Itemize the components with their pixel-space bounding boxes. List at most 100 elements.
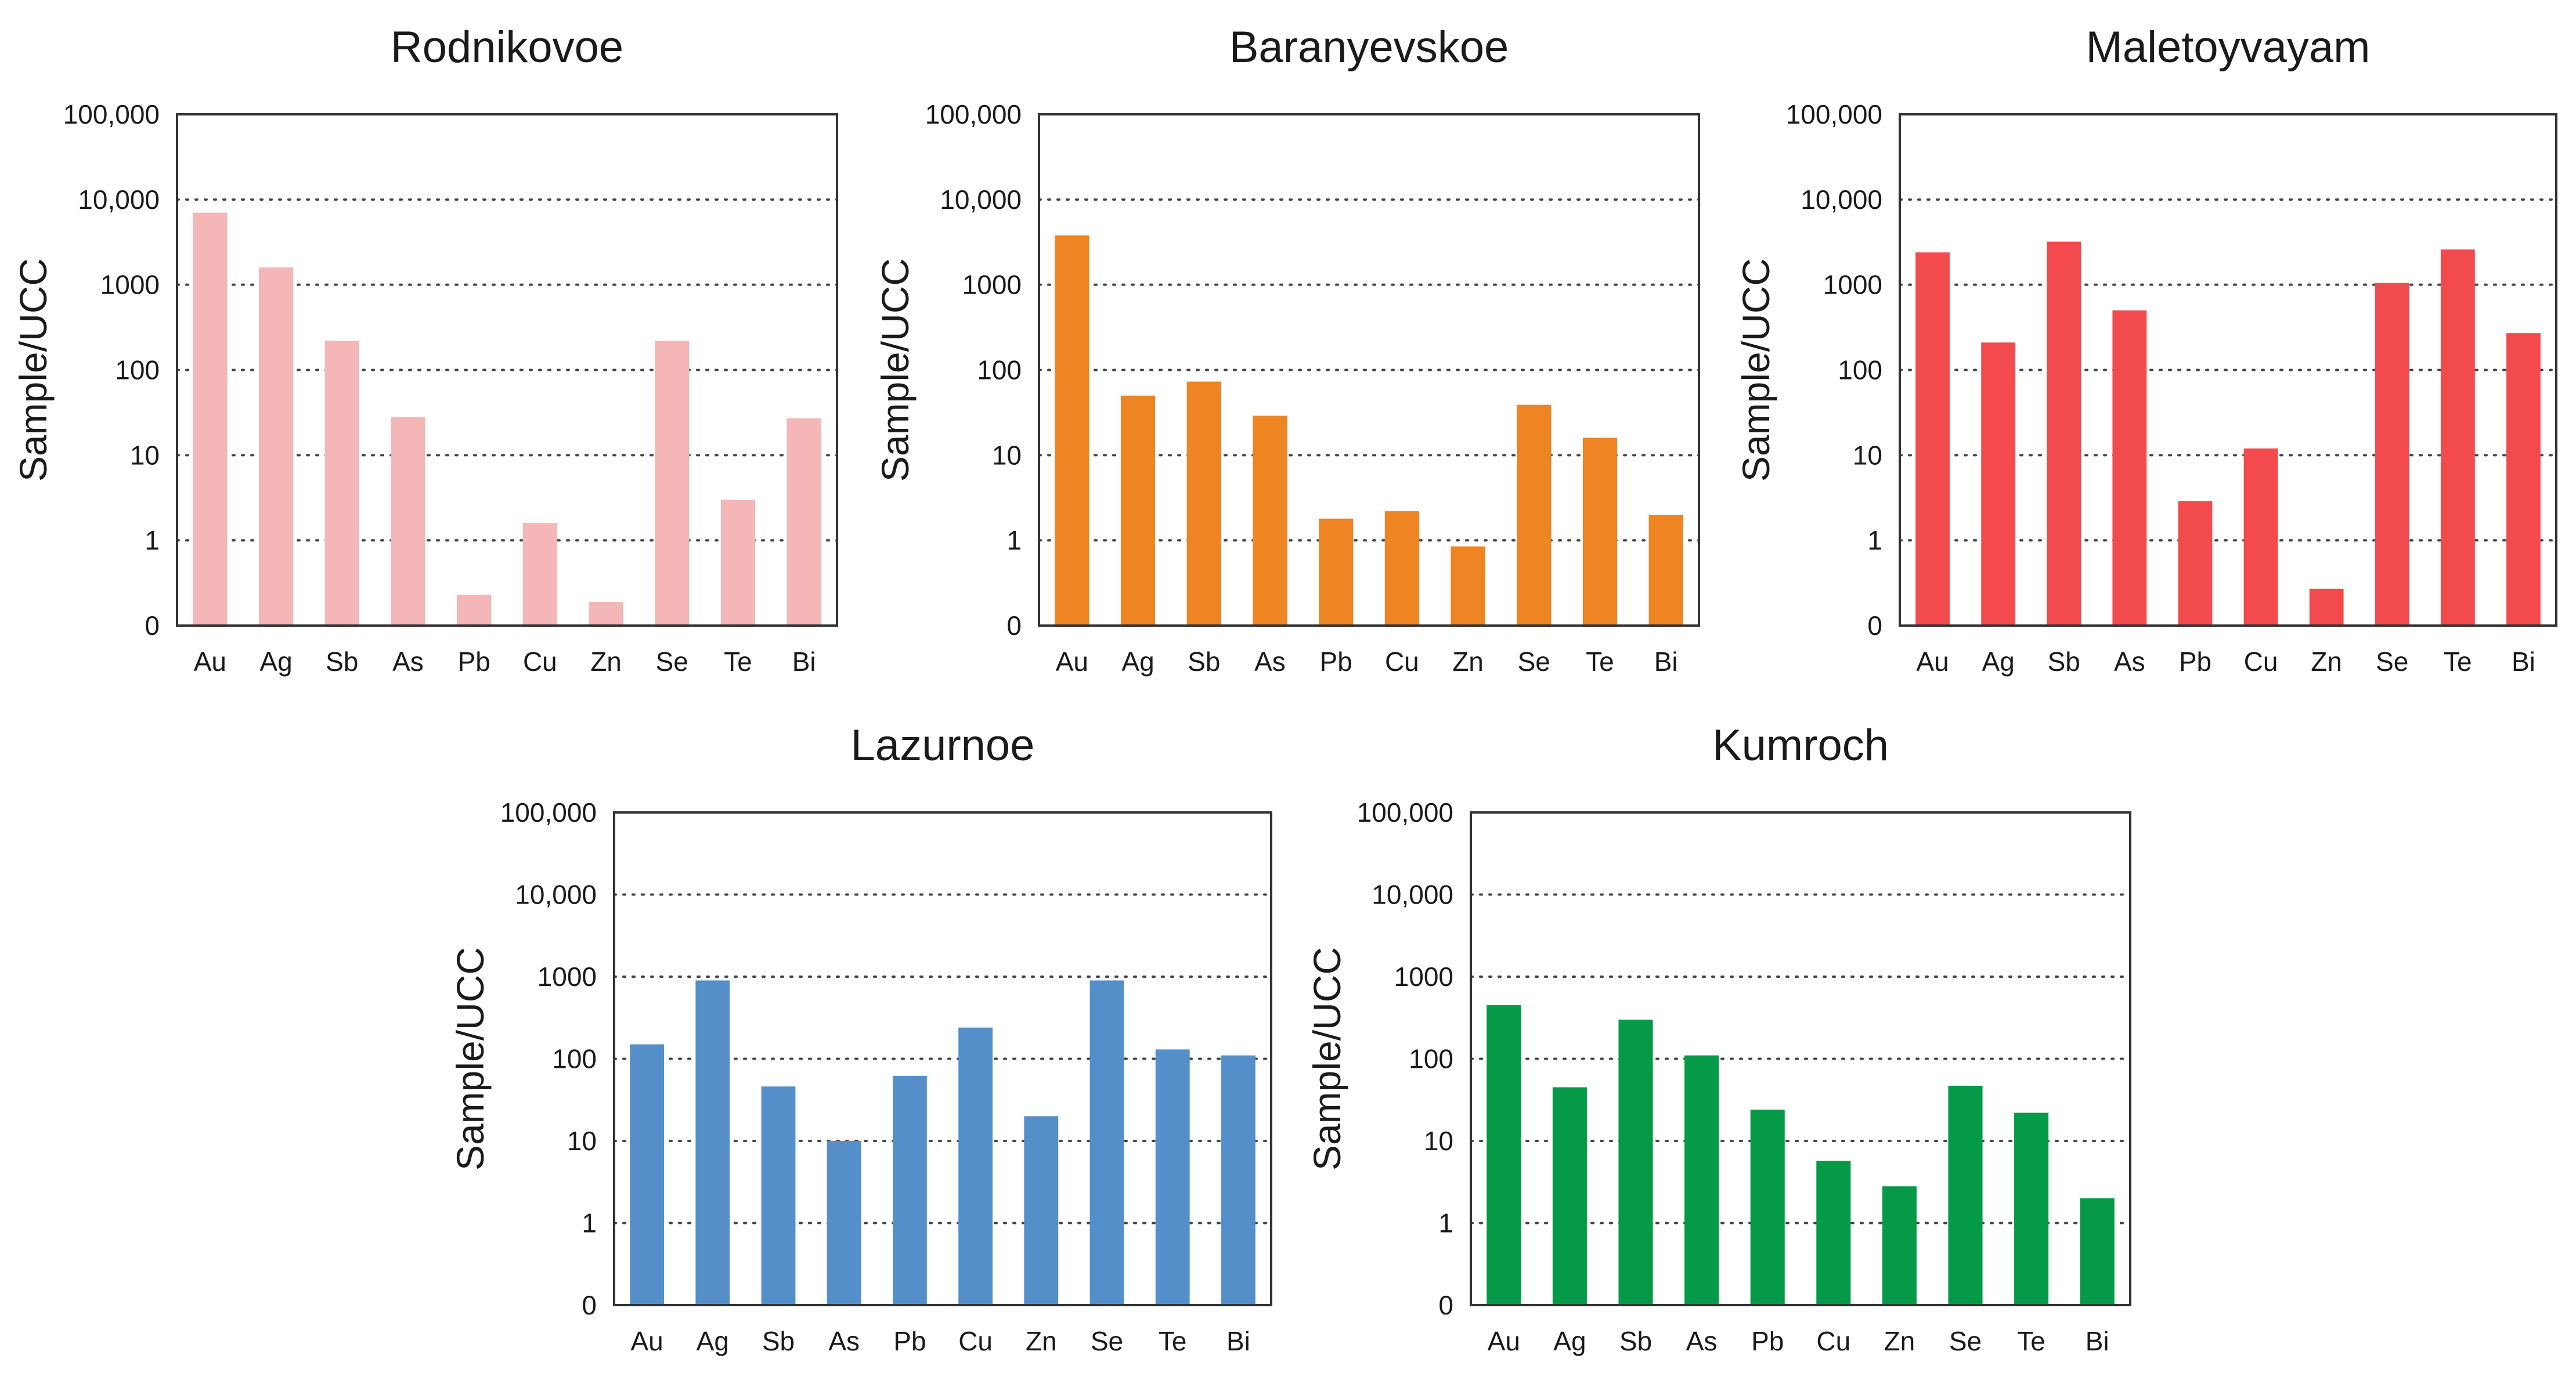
chart-panel-rodnikovoe: Rodnikovoe 0 1 10 100 1000 10,000 100,000 Sample… xyxy=(12,23,838,677)
bar-zn xyxy=(1882,1186,1917,1305)
y-tick-label: 0 xyxy=(1006,610,1022,641)
x-tick-label: Ag xyxy=(1553,1326,1586,1356)
chart-title: Rodnikovoe xyxy=(391,23,623,72)
bar-se xyxy=(1517,404,1552,626)
bar-pb xyxy=(457,594,492,626)
y-tick-label: 10 xyxy=(130,440,160,470)
x-tick-label: Se xyxy=(1091,1326,1123,1356)
y-tick-label: 1 xyxy=(582,1208,597,1238)
y-tick-label: 100,000 xyxy=(63,99,160,129)
bar-zn xyxy=(1451,546,1485,626)
x-tick-label: Bi xyxy=(792,646,816,677)
x-tick-label: Bi xyxy=(1226,1326,1250,1356)
bar-sb xyxy=(324,341,359,626)
x-tick-label: Zn xyxy=(590,646,622,677)
bar-as xyxy=(1253,416,1287,626)
bar-zn xyxy=(1024,1116,1059,1305)
bar-cu xyxy=(522,523,557,626)
bar-te xyxy=(1582,438,1618,626)
x-tick-label: Au xyxy=(1916,646,1949,677)
bar-se xyxy=(1948,1085,1983,1305)
x-tick-label: Te xyxy=(2017,1326,2045,1356)
x-tick-label: Au xyxy=(630,1326,663,1356)
bar-te xyxy=(2440,249,2475,626)
y-tick-label: 10 xyxy=(1853,440,1882,470)
plot-frame xyxy=(613,811,1272,1306)
bar-sb xyxy=(761,1086,796,1305)
y-tick-label: 100,000 xyxy=(925,99,1022,129)
y-tick-label: 10,000 xyxy=(1801,185,1882,215)
y-axis-label: Sample/UCC xyxy=(1305,947,1348,1171)
y-tick-label: 100 xyxy=(977,355,1022,385)
bar-pb xyxy=(2178,501,2213,626)
bar-au xyxy=(1487,1005,1521,1305)
x-tick-label: Cu xyxy=(958,1326,993,1356)
y-tick-label: 100,000 xyxy=(500,797,597,828)
x-tick-label: Ag xyxy=(259,646,292,677)
y-tick-label: 1000 xyxy=(537,962,597,992)
y-tick-label: 100,000 xyxy=(1357,797,1453,828)
plot-frame xyxy=(176,113,838,627)
x-tick-label: Se xyxy=(1949,1326,1982,1356)
bar-te xyxy=(2014,1112,2049,1305)
bar-zn xyxy=(589,602,623,626)
x-tick-label: As xyxy=(828,1326,860,1356)
bar-bi xyxy=(1648,514,1683,626)
y-tick-label: 100 xyxy=(1409,1044,1453,1074)
bar-cu xyxy=(1816,1161,1851,1305)
y-tick-label: 1000 xyxy=(1394,962,1453,992)
x-tick-label: As xyxy=(1254,646,1286,677)
bar-cu xyxy=(1384,511,1419,626)
bar-te xyxy=(720,500,756,626)
y-tick-label: 0 xyxy=(145,610,160,641)
bar-as xyxy=(2112,310,2147,626)
y-tick-label: 100 xyxy=(115,355,160,385)
bar-as xyxy=(391,417,425,626)
x-tick-label: Te xyxy=(1159,1326,1187,1356)
x-tick-label: Pb xyxy=(1751,1326,1784,1356)
bar-bi xyxy=(1221,1055,1255,1305)
bar-zn xyxy=(2309,588,2344,626)
y-tick-label: 10,000 xyxy=(515,880,597,910)
x-tick-label: Sb xyxy=(1619,1326,1652,1356)
bar-se xyxy=(1089,980,1124,1305)
bar-au xyxy=(630,1044,665,1305)
y-tick-label: 1 xyxy=(1438,1208,1453,1238)
y-axis-label: Sample/UCC xyxy=(12,258,55,482)
bar-ag xyxy=(1981,342,2016,626)
chart-title: Maletoyvayam xyxy=(2086,23,2371,72)
x-tick-label: Pb xyxy=(893,1326,926,1356)
bar-ag xyxy=(258,267,294,626)
y-tick-label: 1000 xyxy=(100,270,160,300)
y-axis-label: Sample/UCC xyxy=(449,947,492,1171)
x-tick-label: Te xyxy=(2444,646,2472,677)
chart-title: Kumroch xyxy=(1712,721,1889,770)
x-tick-label: Sb xyxy=(2048,646,2080,677)
x-tick-label: Zn xyxy=(1026,1326,1057,1356)
bar-pb xyxy=(1750,1110,1785,1305)
x-tick-label: Au xyxy=(194,646,226,677)
x-tick-label: Au xyxy=(1488,1326,1520,1356)
bar-pb xyxy=(1319,518,1354,626)
y-tick-label: 0 xyxy=(1438,1290,1453,1320)
bar-cu xyxy=(958,1027,993,1305)
chart-title: Baranyevskoe xyxy=(1229,23,1509,72)
bar-ag xyxy=(695,980,730,1305)
bar-te xyxy=(1155,1049,1190,1305)
y-tick-label: 100,000 xyxy=(1786,99,1882,129)
chart-panel-baranyevskoe: Baranyevskoe 0 1 10 100 1000 10,000 100,000 Samp… xyxy=(874,23,1700,677)
y-tick-label: 100 xyxy=(1838,355,1882,385)
bar-ag xyxy=(1120,395,1156,626)
x-tick-label: Ag xyxy=(1982,646,2015,677)
bar-au xyxy=(1915,252,1950,626)
x-tick-label: Bi xyxy=(2086,1326,2109,1356)
x-tick-label: Se xyxy=(2376,646,2408,677)
x-tick-label: Te xyxy=(1586,646,1614,677)
bar-se xyxy=(655,341,690,626)
y-tick-label: 10,000 xyxy=(940,185,1022,215)
bar-bi xyxy=(2080,1198,2115,1305)
bar-ag xyxy=(1552,1087,1587,1305)
bar-cu xyxy=(2243,448,2278,626)
bar-pb xyxy=(892,1075,927,1305)
